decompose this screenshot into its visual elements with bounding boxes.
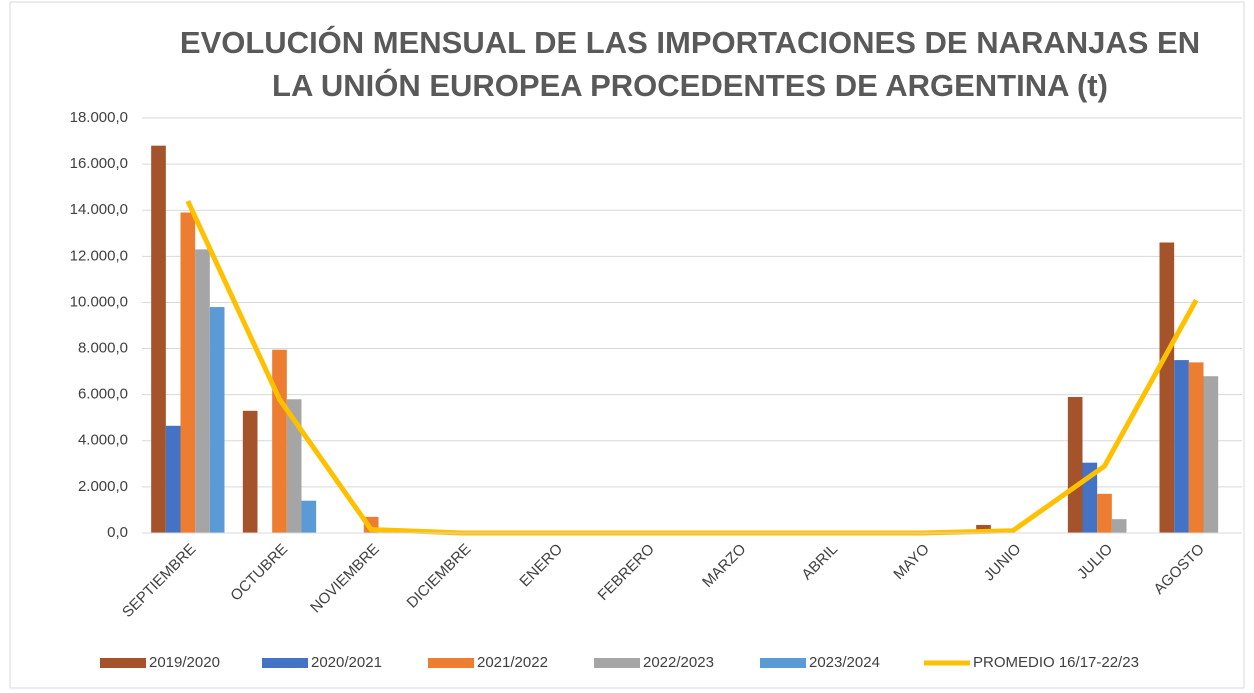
y-tick-label: 10.000,0 — [70, 293, 128, 310]
y-tick-label: 8.000,0 — [78, 340, 128, 357]
bar — [209, 307, 225, 533]
legend-label: 2023/2024 — [809, 654, 880, 671]
chart-title: LA UNIÓN EUROPEA PROCEDENTES DE ARGENTIN… — [272, 67, 1108, 103]
bar — [1097, 493, 1112, 533]
bar — [242, 410, 258, 533]
legend-label: 2020/2021 — [311, 654, 382, 671]
legend-swatch — [262, 658, 308, 668]
y-tick-label: 6.000,0 — [78, 386, 128, 403]
y-tick-label: 2.000,0 — [78, 478, 128, 495]
bar — [301, 500, 317, 533]
y-tick-label: 16.000,0 — [70, 155, 128, 172]
legend-swatch — [760, 658, 806, 668]
y-tick-label: 4.000,0 — [78, 432, 128, 449]
bar — [1111, 519, 1127, 533]
bar — [1188, 362, 1204, 533]
bar — [1174, 360, 1189, 533]
legend-label: 2022/2023 — [643, 654, 714, 671]
legend-swatch — [428, 658, 474, 668]
y-tick-label: 18.000,0 — [70, 109, 128, 126]
legend-label: 2021/2022 — [477, 654, 548, 671]
bar — [1159, 242, 1175, 533]
bar — [165, 425, 181, 533]
bar — [180, 212, 196, 533]
legend-label: 2019/2020 — [149, 654, 220, 671]
y-tick-label: 14.000,0 — [70, 201, 128, 218]
legend-swatch — [100, 658, 146, 668]
bar — [151, 145, 166, 533]
bar — [272, 349, 287, 533]
legend-swatch — [594, 658, 640, 668]
bar — [286, 399, 302, 533]
y-tick-label: 12.000,0 — [70, 247, 128, 264]
legend-label: PROMEDIO 16/17-22/23 — [973, 654, 1139, 671]
bar — [195, 249, 210, 533]
bar — [1067, 396, 1083, 533]
y-tick-label: 0,0 — [107, 524, 128, 541]
bar — [1203, 376, 1219, 533]
chart-title: EVOLUCIÓN MENSUAL DE LAS IMPORTACIONES D… — [180, 24, 1200, 60]
